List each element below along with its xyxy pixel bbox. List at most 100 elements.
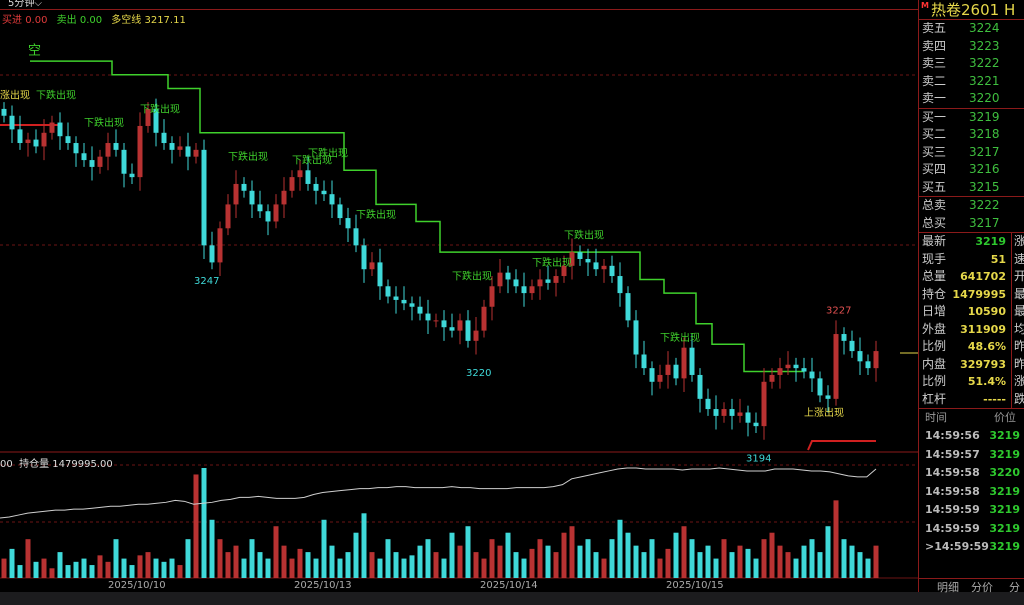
buy-value: 0.00 <box>25 15 48 26</box>
candle-body <box>281 190 287 205</box>
candle-body <box>73 143 79 154</box>
tick-row: 14:59:58 3220 <box>919 464 1024 483</box>
candle-body <box>377 262 383 287</box>
volume-bar <box>497 545 503 578</box>
volume-bar <box>305 552 311 578</box>
volume-bar <box>513 552 519 578</box>
candle-body <box>681 347 687 379</box>
quote-key: 卖二 <box>922 73 947 88</box>
quote-key: 日增 <box>922 304 947 318</box>
candle-body <box>217 228 223 263</box>
quote-value: 3218 <box>969 127 1000 141</box>
volume-bar <box>689 539 695 578</box>
candle-body <box>657 374 663 382</box>
extreme-label: 3227 <box>826 306 851 317</box>
oi-value: 1479995.00 <box>52 459 113 470</box>
volume-bar <box>425 539 431 578</box>
candle-body <box>665 364 671 375</box>
candle-body <box>729 409 735 416</box>
quote-key: 现手 <box>922 251 947 266</box>
volume-bar <box>641 552 647 578</box>
date-tick: 2025/10/15 <box>666 580 724 591</box>
candle-body <box>273 204 279 222</box>
quote-value: 3223 <box>969 38 1000 53</box>
volume-bar <box>585 539 591 578</box>
tab-price-dist[interactable]: 分价 <box>971 581 993 594</box>
candle-body <box>513 279 519 287</box>
candle-body <box>593 262 599 270</box>
volume-bar <box>49 568 55 578</box>
candle-body <box>777 368 783 375</box>
volume-bar <box>521 558 527 578</box>
candle-body <box>129 173 135 178</box>
tab-details[interactable]: 明细 <box>937 581 959 594</box>
candle-body <box>585 258 591 263</box>
candle-body <box>601 265 607 270</box>
candle-body <box>497 272 503 287</box>
volume-bar <box>865 558 871 578</box>
signal-label: 下跌出现 <box>660 331 700 344</box>
volume-bar <box>337 558 343 578</box>
quote-row: 买一 3219 <box>919 109 1024 127</box>
volume-bar <box>113 539 119 578</box>
candle-body <box>321 190 327 195</box>
totals: 总卖 3222 总买 3217 <box>919 197 1024 233</box>
tick-row: 14:59:59 3219 <box>919 520 1024 539</box>
volume-bar <box>609 539 615 578</box>
candle-body <box>473 330 479 341</box>
tab-more[interactable]: 分 <box>1009 581 1020 594</box>
candle-body <box>25 139 31 144</box>
volume-bar <box>169 558 175 578</box>
signal-label: 空 <box>28 43 41 58</box>
extreme-label: 3194 <box>746 453 771 464</box>
quote-key: 比例 <box>922 339 947 353</box>
candle-body <box>353 228 359 246</box>
candle-body <box>193 149 199 157</box>
candle-body <box>465 320 471 341</box>
ticks-header: 时间 价位 <box>919 409 1024 427</box>
volume-bar <box>273 526 279 578</box>
quote-row: 卖一 3220 <box>919 90 1024 108</box>
candle-body <box>57 122 63 137</box>
period-selector[interactable]: 5分钟⌵ <box>8 0 42 9</box>
candle-body <box>713 409 719 416</box>
volume-bar <box>857 552 863 578</box>
quote-value: 311909 <box>960 322 1006 336</box>
volume-bar <box>737 545 743 578</box>
quote-row: 买二 3218 <box>919 126 1024 144</box>
volume-bar <box>185 539 191 578</box>
volume-bar <box>593 552 599 578</box>
quote-row: 外盘 311909 均 <box>919 320 1024 338</box>
volume-bar <box>537 539 543 578</box>
volume-bar <box>529 548 535 578</box>
volume-bar <box>329 545 335 578</box>
signal-label: 下跌出现 <box>292 153 332 166</box>
candle-body <box>417 306 423 314</box>
quote-key: 总买 <box>922 215 947 230</box>
tick-list: 14:59:56 3219 14:59:57 3219 14:59:58 3220 14:5… <box>919 427 1024 557</box>
volume-bar <box>601 558 607 578</box>
candle-body <box>137 125 143 178</box>
candle-body <box>185 146 191 157</box>
volume-bar <box>705 545 711 578</box>
volume-bar <box>97 555 103 578</box>
signal-label: 下跌出现 <box>452 269 492 282</box>
volume-bar <box>385 539 391 578</box>
volume-bar <box>265 558 271 578</box>
volume-bar <box>25 539 31 578</box>
signal-label: 上涨出现 <box>804 406 844 419</box>
candle-body <box>617 276 623 294</box>
candle-body <box>753 422 759 427</box>
quote-key: 买二 <box>922 127 947 141</box>
quote-row: 总量 641702 开 <box>919 268 1024 286</box>
volume-bar <box>649 539 655 578</box>
candle-body <box>145 108 151 126</box>
candle-body <box>385 286 391 297</box>
volume-bar <box>457 545 463 578</box>
candle-body <box>865 361 871 369</box>
quote-value: 3224 <box>969 21 1000 35</box>
volume-bar <box>873 545 879 578</box>
volume-bar <box>673 532 679 578</box>
candle-body <box>433 320 439 322</box>
